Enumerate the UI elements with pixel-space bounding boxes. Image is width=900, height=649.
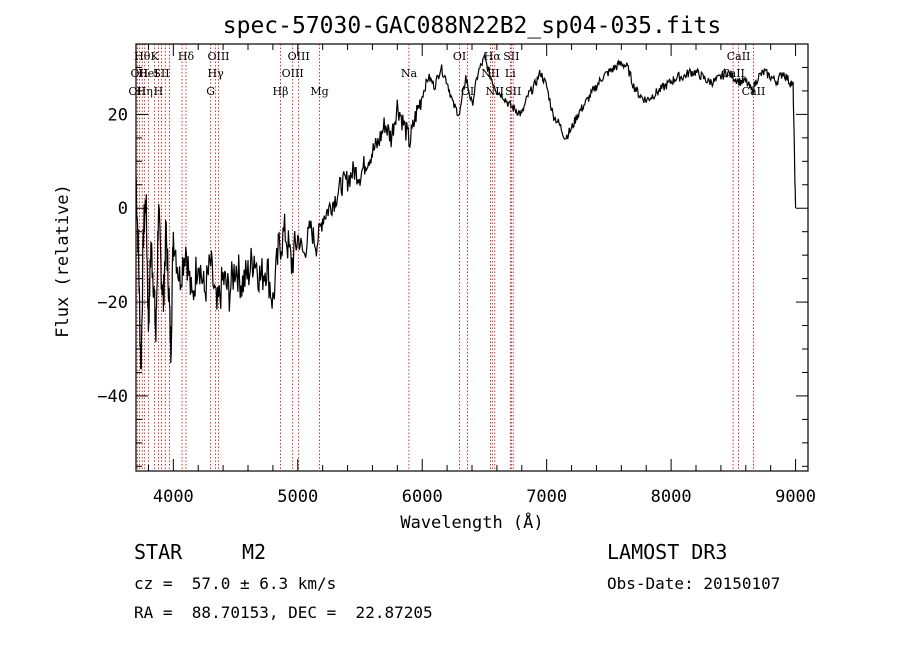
line-label-6: H — [154, 85, 164, 98]
coordinates-text: RA = 88.70153, DEC = 22.87205 — [134, 603, 433, 622]
line-label-3: Hη — [137, 85, 153, 98]
line-label-16: OIII — [282, 67, 304, 80]
line-label-15: Hβ — [273, 85, 289, 98]
x-tick-label-5: 9000 — [775, 487, 816, 507]
spectral-line-markers — [136, 44, 754, 471]
plot-frame — [135, 43, 809, 472]
line-label-29: CaII — [727, 50, 751, 63]
line-label-27: SII — [505, 85, 521, 98]
line-label-17: OIII — [288, 50, 310, 63]
line-label-22: NII — [481, 67, 499, 80]
line-label-19: Na — [401, 67, 418, 80]
object-type: STAR — [134, 540, 183, 564]
line-label-18: Mg — [310, 85, 328, 98]
object-subclass: M2 — [242, 540, 267, 564]
chart-title: spec-57030-GAC088N22B2_sp04-035.fits — [223, 13, 722, 39]
y-tick-label-2: −20 — [97, 293, 128, 313]
line-label-5: K — [151, 50, 160, 63]
line-label-23: Hα — [484, 50, 502, 63]
line-label-2: Hθ — [134, 50, 151, 63]
y-axis-label: Flux (relative) — [53, 184, 73, 338]
line-label-7: SII — [153, 67, 169, 80]
x-tick-label-3: 7000 — [526, 487, 567, 507]
line-label-4: HeI — [138, 67, 158, 80]
x-axis-ticks: 4000 5000 6000 7000 8000 9000 — [147, 44, 816, 507]
observation-date: Obs-Date: 20150107 — [607, 574, 781, 593]
line-label-14: OIII — [207, 50, 229, 63]
line-label-20: OI — [453, 50, 466, 63]
line-label-13: Hγ — [208, 67, 225, 80]
redshift-text: cz = 57.0 ± 6.3 km/s — [134, 574, 337, 593]
survey-name: LAMOST DR3 — [607, 540, 728, 564]
x-tick-label-0: 4000 — [153, 487, 194, 507]
x-tick-label-4: 8000 — [651, 487, 692, 507]
line-label-25: Li — [505, 67, 516, 80]
y-tick-label-1: 0 — [118, 199, 128, 219]
y-tick-label-3: −40 — [97, 387, 128, 407]
line-label-11: Hδ — [178, 50, 195, 63]
y-tick-label-0: 20 — [108, 105, 128, 125]
spectral-line-labels: OII OII Hθ Hη HeI K H SII Hδ G Hγ OIII Hβ OIII OIII Mg N… — [128, 50, 765, 98]
line-label-1: OII — [131, 67, 149, 80]
x-tick-label-2: 6000 — [402, 487, 443, 507]
x-axis-label: Wavelength (Å) — [400, 511, 543, 533]
spectrum-series-line — [135, 52, 797, 370]
line-label-12: G — [206, 85, 215, 98]
line-label-26: SII — [503, 50, 519, 63]
y-axis-ticks: 20 0 −20 −40 — [97, 43, 808, 467]
line-label-0: OII — [128, 85, 146, 98]
x-tick-label-1: 5000 — [277, 487, 318, 507]
